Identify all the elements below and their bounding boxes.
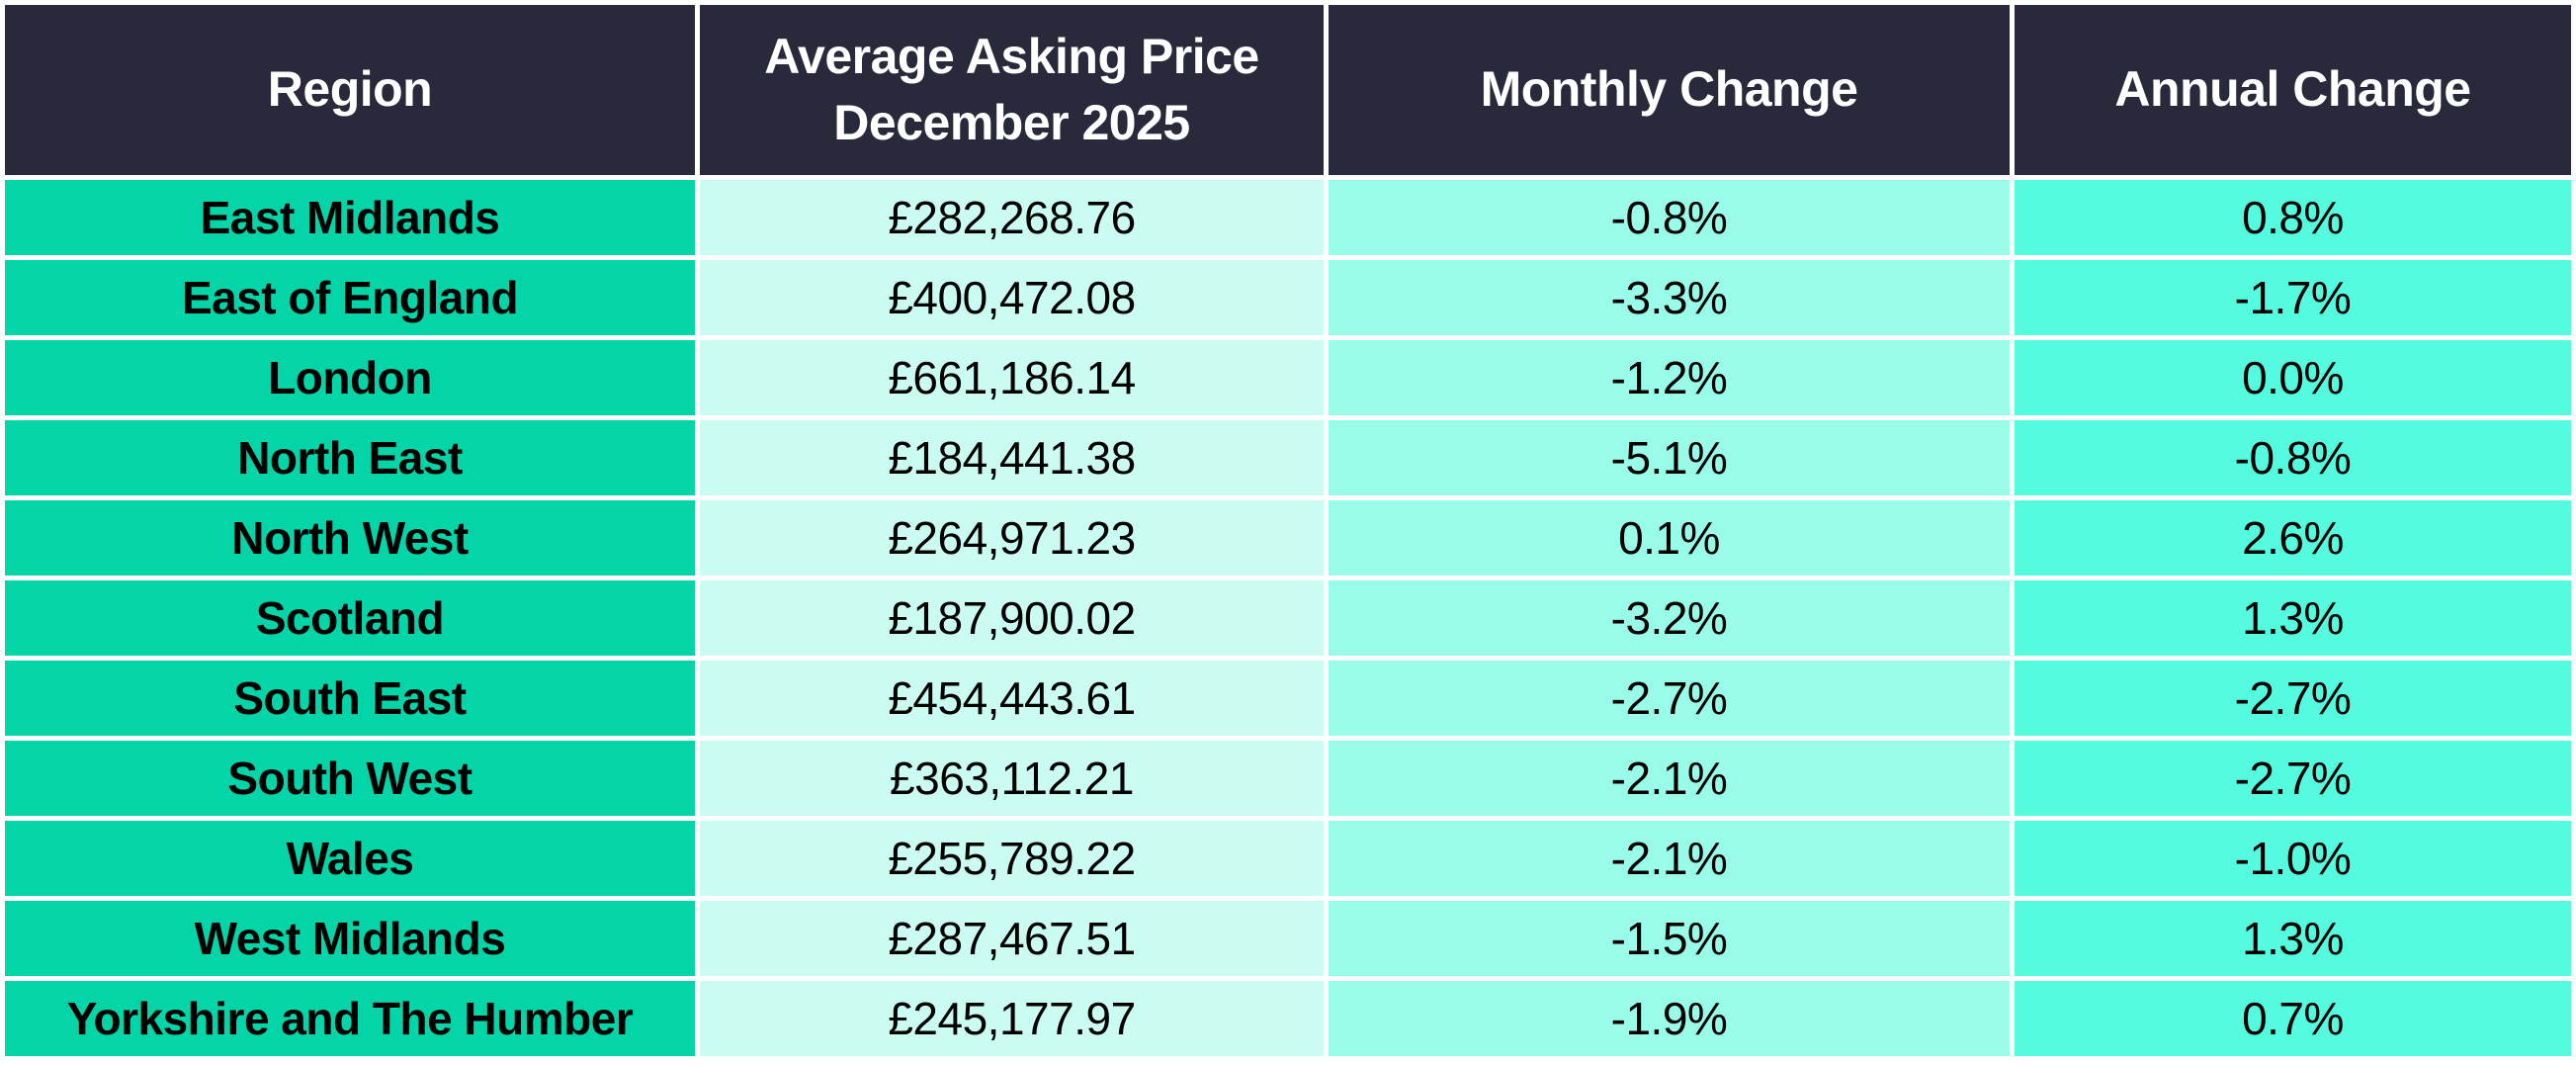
price-cell: £454,443.61	[700, 661, 1324, 736]
monthly-change-cell: -1.2%	[1329, 340, 2010, 415]
price-cell: £264,971.23	[700, 500, 1324, 576]
region-cell: East of England	[5, 260, 695, 335]
monthly-change-cell: -2.7%	[1329, 661, 2010, 736]
region-cell: North East	[5, 420, 695, 495]
annual-change-cell: 0.0%	[2015, 340, 2571, 415]
region-cell: South East	[5, 661, 695, 736]
price-cell: £255,789.22	[700, 821, 1324, 896]
table-row: East Midlands £282,268.76 -0.8% 0.8%	[5, 180, 2571, 255]
table-row: North East £184,441.38 -5.1% -0.8%	[5, 420, 2571, 495]
price-cell: £363,112.21	[700, 741, 1324, 816]
column-header-annual-change: Annual Change	[2015, 5, 2571, 175]
region-cell: West Midlands	[5, 901, 695, 976]
price-cell: £400,472.08	[700, 260, 1324, 335]
header-row: Region Average Asking Price December 202…	[5, 5, 2571, 175]
table-row: North West £264,971.23 0.1% 2.6%	[5, 500, 2571, 576]
column-header-region: Region	[5, 5, 695, 175]
region-cell: North West	[5, 500, 695, 576]
table-row: South East £454,443.61 -2.7% -2.7%	[5, 661, 2571, 736]
monthly-change-cell: 0.1%	[1329, 500, 2010, 576]
annual-change-cell: 2.6%	[2015, 500, 2571, 576]
price-cell: £282,268.76	[700, 180, 1324, 255]
table-row: Wales £255,789.22 -2.1% -1.0%	[5, 821, 2571, 896]
price-cell: £245,177.97	[700, 981, 1324, 1056]
price-cell: £184,441.38	[700, 420, 1324, 495]
region-cell: South West	[5, 741, 695, 816]
table-row: East of England £400,472.08 -3.3% -1.7%	[5, 260, 2571, 335]
table-row: Scotland £187,900.02 -3.2% 1.3%	[5, 580, 2571, 656]
price-cell: £187,900.02	[700, 580, 1324, 656]
table-row: South West £363,112.21 -2.1% -2.7%	[5, 741, 2571, 816]
annual-change-cell: 1.3%	[2015, 901, 2571, 976]
annual-change-cell: -0.8%	[2015, 420, 2571, 495]
monthly-change-cell: -1.5%	[1329, 901, 2010, 976]
region-cell: Wales	[5, 821, 695, 896]
monthly-change-cell: -2.1%	[1329, 741, 2010, 816]
table-row: Yorkshire and The Humber £245,177.97 -1.…	[5, 981, 2571, 1056]
monthly-change-cell: -2.1%	[1329, 821, 2010, 896]
table-row: West Midlands £287,467.51 -1.5% 1.3%	[5, 901, 2571, 976]
monthly-change-cell: -3.3%	[1329, 260, 2010, 335]
column-header-monthly-change: Monthly Change	[1329, 5, 2010, 175]
monthly-change-cell: -1.9%	[1329, 981, 2010, 1056]
region-cell: Scotland	[5, 580, 695, 656]
annual-change-cell: -2.7%	[2015, 741, 2571, 816]
region-cell: London	[5, 340, 695, 415]
annual-change-cell: -1.7%	[2015, 260, 2571, 335]
annual-change-cell: -1.0%	[2015, 821, 2571, 896]
monthly-change-cell: -3.2%	[1329, 580, 2010, 656]
column-header-average-asking-price: Average Asking Price December 2025	[700, 5, 1324, 175]
annual-change-cell: -2.7%	[2015, 661, 2571, 736]
price-cell: £661,186.14	[700, 340, 1324, 415]
region-cell: East Midlands	[5, 180, 695, 255]
region-cell: Yorkshire and The Humber	[5, 981, 695, 1056]
monthly-change-cell: -0.8%	[1329, 180, 2010, 255]
price-cell: £287,467.51	[700, 901, 1324, 976]
annual-change-cell: 0.8%	[2015, 180, 2571, 255]
annual-change-cell: 1.3%	[2015, 580, 2571, 656]
table-row: London £661,186.14 -1.2% 0.0%	[5, 340, 2571, 415]
monthly-change-cell: -5.1%	[1329, 420, 2010, 495]
annual-change-cell: 0.7%	[2015, 981, 2571, 1056]
